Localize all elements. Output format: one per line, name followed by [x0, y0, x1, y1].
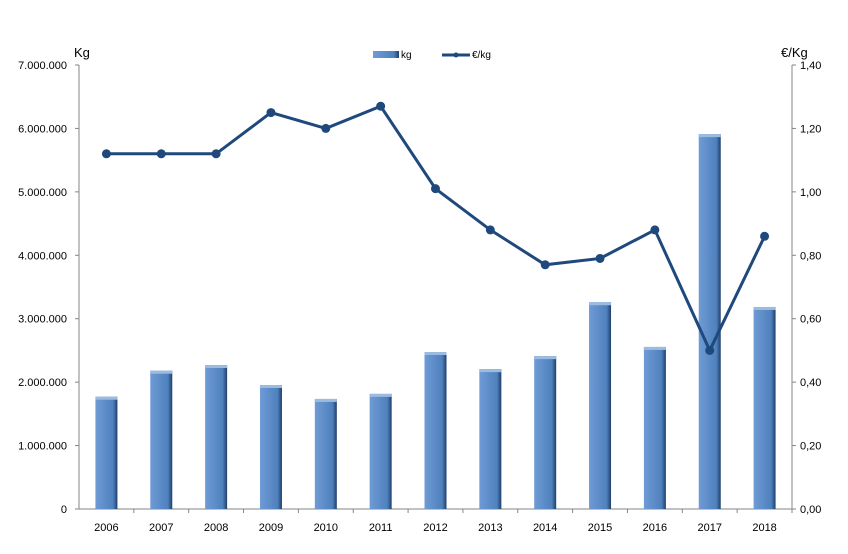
y-tick-label: 1.000.000: [18, 441, 67, 453]
bar-top-2010: [314, 398, 337, 402]
x-tick-label: 2014: [533, 522, 557, 534]
line-point-2014: [540, 260, 550, 270]
bar-top-2007: [150, 370, 173, 374]
line-point-2016: [650, 225, 660, 235]
bar-top-2017: [698, 134, 721, 138]
y-tick-label: 3.000.000: [18, 314, 67, 326]
line-point-2012: [431, 184, 440, 194]
bar-top-2016: [643, 346, 666, 350]
x-tick-label: 2016: [643, 522, 667, 534]
line-series-eur-kg: [106, 104, 766, 354]
bar-2009: [259, 384, 282, 509]
y2-tick-label: 1,00: [800, 187, 821, 199]
y2-tick-label: 0,40: [800, 377, 821, 389]
x-tick-label: 2013: [478, 522, 502, 534]
y2-tick-label: 0,00: [800, 504, 821, 516]
line-point-2013: [485, 225, 495, 235]
bar-2018: [753, 306, 776, 509]
line-point-2008: [211, 149, 221, 159]
bar-2017: [698, 134, 721, 509]
line-point-2018: [760, 231, 770, 241]
legend-bar-swatch: [373, 51, 399, 58]
bar-top-2015: [589, 302, 612, 306]
y2-tick-label: 0,60: [800, 314, 821, 326]
bar-top-2011: [369, 393, 392, 397]
y-tick-label: 5.000.000: [18, 187, 67, 199]
line-point-2011: [376, 101, 386, 111]
bar-2010: [314, 398, 337, 509]
y-tick-label: 0: [61, 504, 67, 516]
bar-top-2009: [259, 384, 282, 388]
x-tick-label: 2007: [149, 522, 173, 534]
x-tick-label: 2009: [259, 522, 283, 534]
legend: kg €/kg: [373, 50, 491, 61]
bar-2015: [589, 302, 612, 509]
y2-tick-label: 0,80: [800, 250, 821, 262]
legend-line-marker: [453, 52, 459, 58]
bar-2007: [150, 370, 173, 509]
bar-2011: [369, 393, 392, 509]
y2-tick-label: 1,40: [800, 60, 821, 72]
bar-2013: [479, 369, 502, 509]
bar-2014: [534, 356, 557, 509]
line-point-2015: [595, 253, 605, 263]
x-tick-label: 2017: [697, 522, 721, 534]
x-tick-label: 2006: [94, 522, 118, 534]
x-tick-label: 2011: [369, 522, 393, 534]
x-tick-label: 2010: [314, 522, 338, 534]
bar-top-2018: [753, 306, 776, 310]
y-tick-label: 7.000.000: [18, 60, 67, 72]
x-tick-label: 2008: [204, 522, 228, 534]
x-tick-label: 2018: [752, 522, 776, 534]
x-tick-label: 2015: [588, 522, 612, 534]
bar-2016: [643, 346, 666, 509]
y-axis-label: Kg: [74, 45, 90, 60]
bar-top-2013: [479, 369, 502, 373]
y-tick-label: 2.000.000: [18, 377, 67, 389]
bar-top-2008: [205, 365, 228, 369]
bar-top-2014: [534, 356, 557, 360]
legend-label-eur: €/kg: [472, 50, 491, 61]
bar-2006: [95, 396, 118, 509]
y2-axis-label: €/Kg: [781, 45, 808, 60]
y2-tick-label: 1,20: [800, 123, 821, 135]
line-point-2006: [101, 149, 111, 159]
y-tick-label: 4.000.000: [18, 250, 67, 262]
x-tick-label: 2012: [423, 522, 447, 534]
line-point-2017: [705, 345, 715, 355]
y-tick-label: 6.000.000: [18, 123, 67, 135]
bar-top-2006: [95, 396, 118, 400]
line-point-2009: [266, 108, 276, 118]
bar-top-2012: [424, 352, 447, 356]
legend-label-kg: kg: [401, 50, 412, 61]
line-point-2010: [321, 123, 331, 133]
bar-2012: [424, 352, 447, 509]
y2-tick-label: 0,20: [800, 441, 821, 453]
line-point-2007: [156, 149, 166, 159]
bar-2008: [205, 365, 228, 509]
